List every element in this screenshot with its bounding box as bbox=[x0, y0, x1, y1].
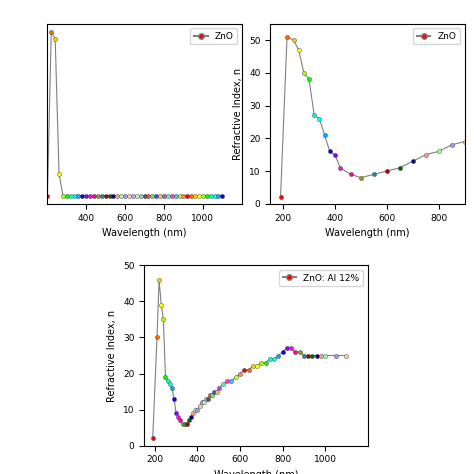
Legend: ZnO: ZnO bbox=[191, 28, 237, 45]
Y-axis label: Refractive Index, n: Refractive Index, n bbox=[233, 68, 244, 160]
Legend: ZnO: ZnO bbox=[413, 28, 460, 45]
Y-axis label: Refractive Index, n: Refractive Index, n bbox=[108, 310, 118, 401]
Legend: ZnO: Al 12%: ZnO: Al 12% bbox=[279, 270, 363, 286]
X-axis label: Wavelength (nm): Wavelength (nm) bbox=[102, 228, 187, 238]
X-axis label: Wavelength (nm): Wavelength (nm) bbox=[214, 470, 298, 474]
X-axis label: Wavelength (nm): Wavelength (nm) bbox=[325, 228, 410, 238]
